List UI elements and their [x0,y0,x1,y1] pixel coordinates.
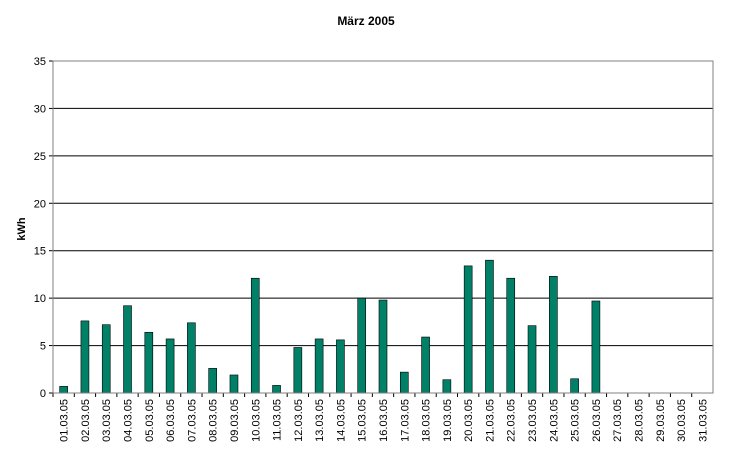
x-tick-label: 04.03.05 [123,399,135,442]
x-tick-label: 12.03.05 [293,399,305,442]
y-tick-label: 10 [34,293,46,305]
bar [442,379,452,394]
x-tick-label: 30.03.05 [676,399,688,442]
bar [336,339,345,394]
plot-area-border [52,60,714,394]
x-tick-label: 29.03.05 [655,399,667,442]
x-tick-label: 24.03.05 [548,399,560,442]
x-tick-label: 10.03.05 [250,399,262,442]
bar [187,322,196,394]
x-tick-label: 18.03.05 [421,399,433,442]
x-tick-label: 26.03.05 [591,399,603,442]
y-tick-label: 30 [34,103,46,115]
x-tick-label: 19.03.05 [442,399,454,442]
x-tick-label: 03.03.05 [101,399,113,442]
x-tick-label: 20.03.05 [463,399,475,442]
bar [144,331,154,394]
x-tick-label: 21.03.05 [484,399,496,442]
x-tick-label: 31.03.05 [697,399,709,442]
y-tick-labels: 0 5 10 15 20 25 30 35 [34,56,53,400]
x-tick-label: 11.03.05 [272,399,284,441]
x-tick-label: 02.03.05 [80,399,92,442]
bar [378,299,388,394]
bar [59,386,68,394]
x-tick-label: 08.03.05 [208,399,220,442]
x-tick-label: 27.03.05 [612,399,624,442]
bar [208,368,217,394]
bar [527,325,537,394]
x-tick-label: 16.03.05 [378,399,390,442]
x-tick-label: 23.03.05 [527,399,539,442]
x-tick-label: 22.03.05 [506,399,518,442]
bar [314,338,324,394]
bar [80,320,90,394]
bar [421,336,430,394]
bars [59,259,601,394]
bar [272,385,281,394]
y-tick-label: 35 [34,56,46,68]
bar [229,374,239,394]
x-tick-label: 06.03.05 [165,399,177,442]
y-tick-label: 20 [34,198,46,210]
x-tick-label: 13.03.05 [314,399,326,442]
x-tick-label: 05.03.05 [144,399,156,442]
bar [485,259,494,394]
x-tick-labels: 01.03.05 02.03.05 03.03.05 04.03.05 05.03.05… [52,393,709,442]
bar [549,276,558,394]
x-tick-label: 09.03.05 [229,399,241,442]
bar [123,305,132,394]
x-tick-label: 07.03.05 [186,399,198,442]
x-tick-label: 17.03.05 [399,399,411,442]
bar [570,378,579,394]
x-tick-label: 15.03.05 [357,399,369,442]
x-tick-label: 25.03.05 [570,399,582,442]
y-axis-label: kWh [16,217,28,241]
bar [506,277,516,394]
y-tick-label: 25 [34,151,46,163]
bar [463,265,473,394]
x-tick-label: 28.03.05 [633,399,645,442]
bar [165,338,175,394]
bar [399,371,409,394]
chart-title: März 2005 [337,14,395,28]
y-tick-label: 5 [40,341,46,353]
x-tick-label: 14.03.05 [335,399,347,442]
bar [357,297,367,394]
bar [293,347,303,394]
bar [591,300,601,394]
y-tick-label: 15 [34,246,46,258]
x-tick-label: 01.03.05 [59,399,71,442]
y-tick-label: 0 [40,388,46,400]
bar [101,324,111,394]
bar [250,277,260,394]
